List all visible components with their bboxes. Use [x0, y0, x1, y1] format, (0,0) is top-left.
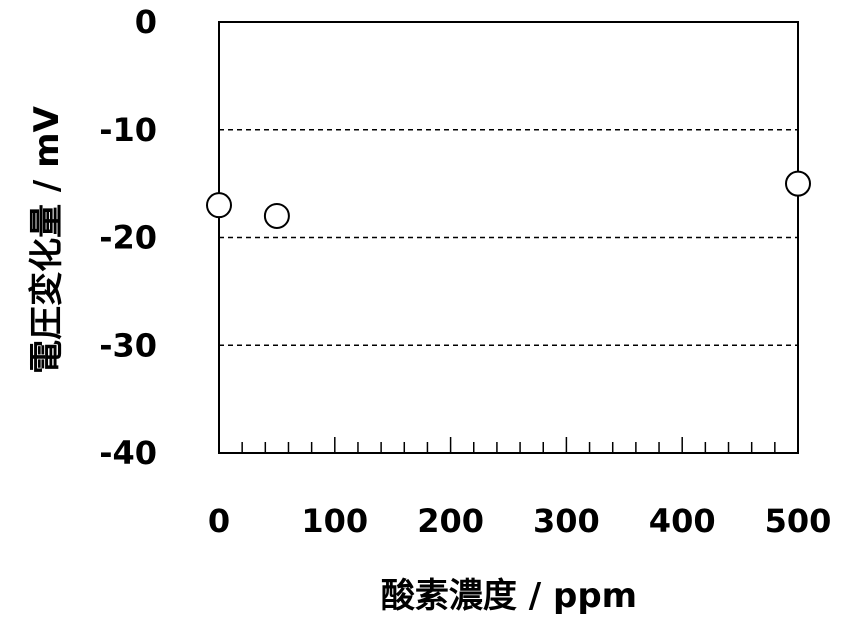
data-point [263, 202, 290, 229]
x-tick-label: 500 [765, 502, 832, 540]
y-tick-label: -20 [99, 219, 157, 257]
data-point [785, 170, 811, 197]
y-tick-labels: 0 -10 -20 -30 -40 [99, 3, 157, 472]
x-tick-label: 0 [208, 502, 230, 540]
data-points [206, 170, 811, 229]
data-point [206, 192, 232, 219]
x-tick-label: 400 [649, 502, 716, 540]
y-tick-label: -10 [99, 111, 157, 149]
x-tick-label: 100 [301, 502, 368, 540]
grid-lines [219, 129, 798, 346]
y-tick-label: -40 [99, 434, 157, 472]
x-tick-label: 200 [417, 502, 484, 540]
y-tick-label: 0 [135, 3, 157, 41]
x-tick-label: 300 [533, 502, 600, 540]
y-tick-label: -30 [99, 326, 157, 364]
plot-frame [218, 21, 799, 454]
y-axis-title: 電圧変化量 / mV [27, 105, 67, 374]
x-minor-ticks [241, 437, 776, 453]
x-axis-title: 酸素濃度 / ppm [381, 576, 637, 616]
x-tick-labels: 0 100 200 300 400 500 [208, 502, 832, 540]
